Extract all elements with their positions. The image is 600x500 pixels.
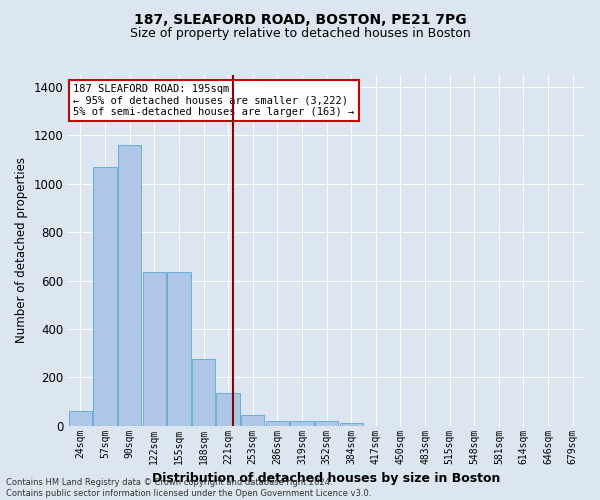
Bar	[266, 421, 289, 426]
Text: Size of property relative to detached houses in Boston: Size of property relative to detached ho…	[130, 28, 470, 40]
Bar	[315, 421, 338, 426]
Bar	[94, 167, 117, 425]
Bar	[290, 421, 314, 426]
Text: 187 SLEAFORD ROAD: 195sqm
← 95% of detached houses are smaller (3,222)
5% of sem: 187 SLEAFORD ROAD: 195sqm ← 95% of detac…	[73, 84, 355, 117]
Bar	[167, 272, 191, 426]
X-axis label: Distribution of detached houses by size in Boston: Distribution of detached houses by size …	[152, 472, 501, 485]
Bar	[143, 272, 166, 426]
Bar	[192, 359, 215, 426]
Bar	[118, 145, 142, 426]
Bar	[241, 415, 265, 426]
Bar	[69, 410, 92, 426]
Text: 187, SLEAFORD ROAD, BOSTON, PE21 7PG: 187, SLEAFORD ROAD, BOSTON, PE21 7PG	[134, 12, 466, 26]
Bar	[217, 393, 240, 426]
Text: Contains HM Land Registry data © Crown copyright and database right 2024.
Contai: Contains HM Land Registry data © Crown c…	[6, 478, 371, 498]
Bar	[340, 423, 363, 426]
Y-axis label: Number of detached properties: Number of detached properties	[15, 158, 28, 344]
